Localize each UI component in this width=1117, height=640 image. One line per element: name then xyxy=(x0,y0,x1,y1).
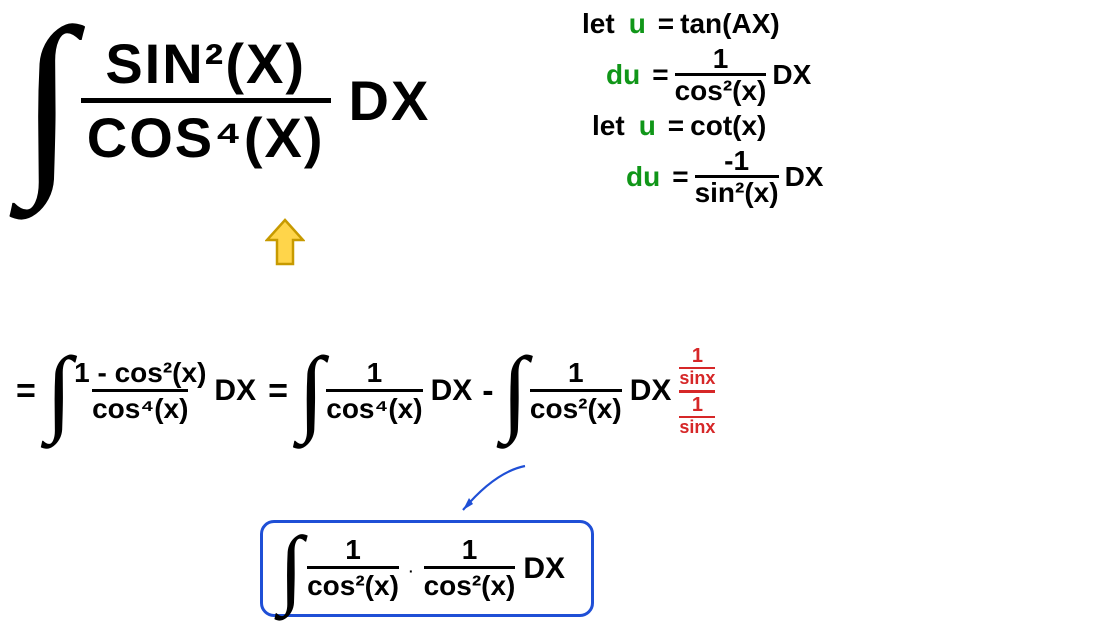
term2-den: cos⁴(x) xyxy=(326,389,422,425)
let-rhs: tan(AX) xyxy=(680,8,780,40)
equals-sign: = xyxy=(16,372,36,411)
box-f1-den: cos²(x) xyxy=(307,566,399,602)
du-dx: DX xyxy=(785,161,824,193)
term1-num: 1 - cos²(x) xyxy=(74,358,206,389)
equals-sign: = xyxy=(672,161,688,193)
du-symbol: du xyxy=(626,161,660,193)
equals-sign: = xyxy=(268,372,288,411)
term3-fraction: 1 cos²(x) xyxy=(530,358,622,425)
term2-fraction: 1 cos⁴(x) xyxy=(326,358,422,425)
integral-sign: ∫ xyxy=(298,348,324,434)
main-denominator: COS⁴(X) xyxy=(81,98,331,170)
integral-sign: ∫ xyxy=(20,10,75,190)
main-integral: ∫ SIN²(X) COS⁴(X) DX xyxy=(20,10,430,190)
main-dx: DX xyxy=(349,68,431,133)
boxed-equation: ∫ 1 cos²(x) · 1 cos²(x) DX xyxy=(260,520,594,617)
box-factor1: 1 cos²(x) xyxy=(307,535,399,602)
term1-fraction: 1 - cos²(x) cos⁴(x) xyxy=(74,358,206,425)
substitution-block: let u = tan(AX) du = 1 cos²(x) DX let u … xyxy=(570,4,1100,212)
du-den: cos²(x) xyxy=(675,73,767,105)
red-multiplier: 1 sinx 1 sinx xyxy=(679,346,715,437)
let-label: let xyxy=(582,8,615,40)
equals-sign: = xyxy=(652,59,668,91)
let-row-1: let u = tan(AX) xyxy=(582,8,1100,40)
up-arrow-icon xyxy=(265,218,305,268)
term3-num: 1 xyxy=(568,358,584,389)
integral-sign: ∫ xyxy=(279,529,303,608)
let-row-2: du = 1 cos²(x) DX xyxy=(600,44,1100,106)
main-numerator: SIN²(X) xyxy=(99,31,312,98)
blue-arrow-icon xyxy=(445,462,535,522)
dx: DX xyxy=(431,374,473,408)
red-outer-den: 1 sinx xyxy=(679,390,715,437)
minus-sign: - xyxy=(482,372,493,411)
integral-sign: ∫ xyxy=(46,348,72,434)
box-factor2: 1 cos²(x) xyxy=(424,535,516,602)
dx: DX xyxy=(630,374,672,408)
term2-num: 1 xyxy=(367,358,383,389)
du-fraction: 1 cos²(x) xyxy=(675,44,767,106)
u-symbol: u xyxy=(639,110,656,142)
du-num: 1 xyxy=(713,44,729,73)
red-inner-den: sinx xyxy=(679,367,715,388)
term1-den: cos⁴(x) xyxy=(92,389,188,425)
du-den: sin²(x) xyxy=(695,175,779,207)
du-fraction: -1 sin²(x) xyxy=(695,146,779,208)
red-inner-num: 1 xyxy=(692,395,703,416)
red-outer-num: 1 sinx xyxy=(679,346,715,388)
dot-operator: · xyxy=(409,563,414,579)
term3-den: cos²(x) xyxy=(530,389,622,425)
box-dx: DX xyxy=(523,552,565,586)
u-symbol: u xyxy=(629,8,646,40)
equals-sign: = xyxy=(668,110,684,142)
box-f1-num: 1 xyxy=(345,535,361,566)
box-f2-num: 1 xyxy=(462,535,478,566)
integral-sign: ∫ xyxy=(502,348,528,434)
dx: DX xyxy=(214,374,256,408)
derivation-line: = ∫ 1 - cos²(x) cos⁴(x) DX = ∫ 1 cos⁴(x)… xyxy=(8,346,1108,437)
box-f2-den: cos²(x) xyxy=(424,566,516,602)
du-num: -1 xyxy=(724,146,749,175)
red-inner-num: 1 xyxy=(692,346,703,367)
main-fraction: SIN²(X) COS⁴(X) xyxy=(81,31,331,170)
let-row-3: let u = cot(x) xyxy=(592,110,1100,142)
du-dx: DX xyxy=(772,59,811,91)
let-row-4: du = -1 sin²(x) DX xyxy=(620,146,1100,208)
red-inner-den: sinx xyxy=(679,416,715,437)
let-rhs: cot(x) xyxy=(690,110,766,142)
let-label: let xyxy=(592,110,625,142)
du-symbol: du xyxy=(606,59,640,91)
equals-sign: = xyxy=(658,8,674,40)
